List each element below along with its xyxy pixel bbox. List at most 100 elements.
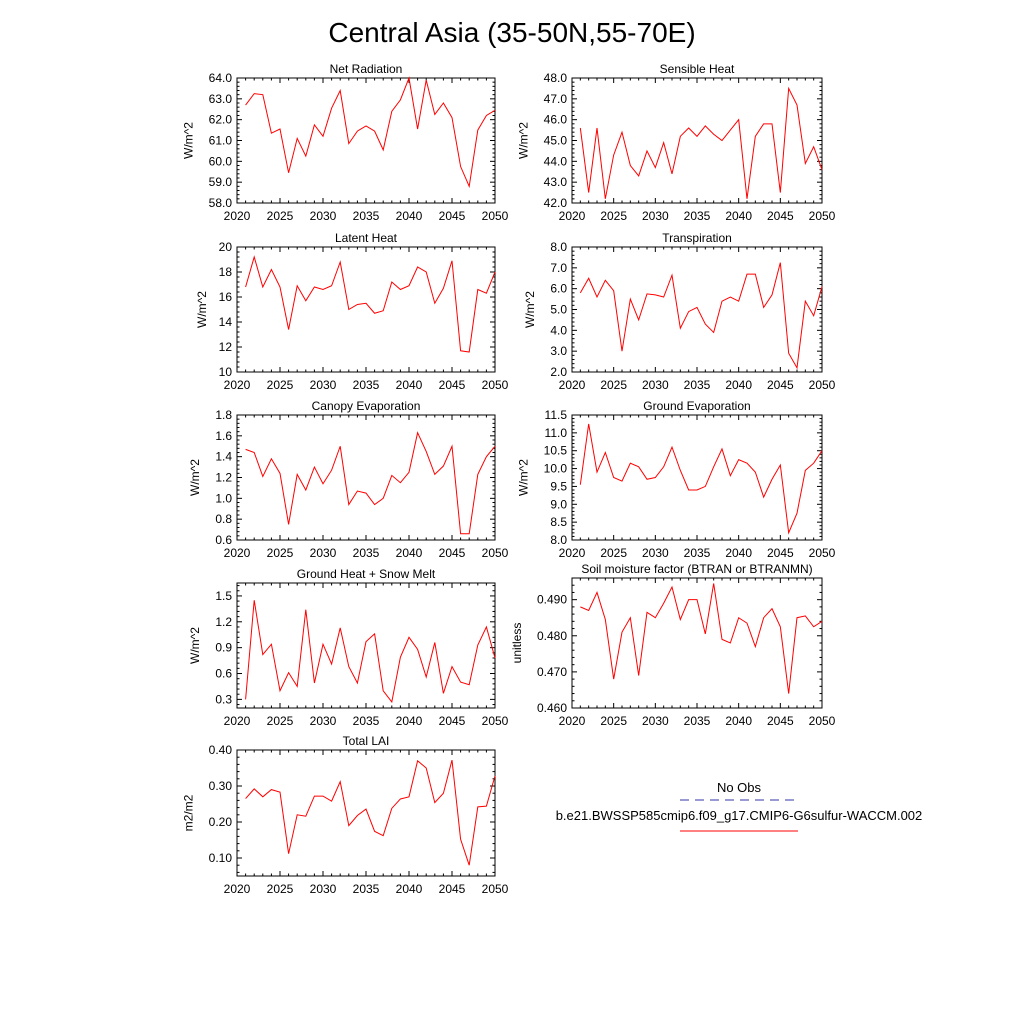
y-axis-label: unitless	[510, 623, 524, 664]
panel-soil-moisture-factor-btran-or-btranmn: Soil moisture factor (BTRAN or BTRANMN) 2…	[510, 562, 836, 728]
x-tick-label: 2030	[310, 714, 337, 728]
panel-transpiration: Transpiration 2020 2025 2030 2035 2040 2045 205…	[523, 231, 835, 392]
x-tick-label: 2025	[267, 882, 294, 896]
x-tick-label: 2020	[224, 546, 251, 560]
x-tick-label: 2025	[267, 714, 294, 728]
y-tick-label: 0.8	[215, 512, 232, 526]
y-tick-label: 45.0	[544, 134, 568, 148]
y-axis-label: W/m^2	[182, 122, 196, 159]
x-tick-label: 2020	[559, 714, 586, 728]
x-tick-label: 2025	[267, 546, 294, 560]
series-line	[579, 262, 823, 370]
panel-title: Canopy Evaporation	[312, 399, 421, 413]
panel-title: Latent Heat	[335, 231, 398, 245]
y-tick-label: 1.2	[215, 615, 232, 629]
x-tick-label: 2040	[725, 714, 752, 728]
x-tick-label: 2025	[600, 378, 627, 392]
figure-title: Central Asia (35-50N,55-70E)	[328, 17, 695, 48]
x-tick-label: 2025	[600, 714, 627, 728]
y-tick-label: 4.0	[550, 323, 567, 337]
y-tick-label: 0.6	[215, 667, 232, 681]
plot-frame	[236, 582, 496, 709]
x-tick-label: 2050	[482, 209, 509, 223]
x-tick-label: 2020	[559, 209, 586, 223]
y-tick-label: 12	[219, 340, 233, 354]
plot-frame	[236, 414, 496, 541]
y-tick-label: 1.5	[215, 589, 232, 603]
y-tick-label: 62.0	[209, 113, 233, 127]
y-tick-label: 14	[219, 315, 233, 329]
y-tick-label: 0.460	[537, 701, 567, 715]
y-tick-label: 8.0	[550, 533, 567, 547]
x-tick-label: 2020	[224, 882, 251, 896]
y-tick-label: 1.8	[215, 408, 232, 422]
y-tick-label: 1.6	[215, 429, 232, 443]
x-tick-label: 2045	[439, 714, 466, 728]
x-tick-label: 2040	[396, 714, 423, 728]
panel-title: Net Radiation	[330, 62, 403, 76]
x-tick-label: 2045	[439, 378, 466, 392]
y-axis-label: m2/m2	[182, 794, 196, 831]
x-tick-label: 2050	[482, 546, 509, 560]
y-tick-label: 20	[219, 240, 233, 254]
panel-latent-heat: Latent Heat 2020 2025 2030 2035 2040 2045 2050 1…	[195, 231, 509, 392]
x-tick-label: 2030	[642, 378, 669, 392]
y-tick-label: 0.3	[215, 692, 232, 706]
x-tick-label: 2035	[684, 546, 711, 560]
x-tick-label: 2050	[809, 378, 836, 392]
y-tick-label: 18	[219, 265, 233, 279]
y-tick-label: 1.4	[215, 450, 232, 464]
x-tick-label: 2030	[642, 209, 669, 223]
x-tick-label: 2050	[809, 714, 836, 728]
y-tick-label: 10	[219, 365, 233, 379]
y-tick-label: 0.40	[209, 743, 233, 757]
x-tick-label: 2040	[725, 209, 752, 223]
panel-ground-heat-snow-melt: Ground Heat + Snow Melt 2020 2025 2030 2035 2…	[188, 567, 508, 728]
y-tick-label: 58.0	[209, 196, 233, 210]
y-tick-label: 9.5	[550, 479, 567, 493]
series-line	[579, 423, 823, 535]
panel-title: Transpiration	[662, 231, 732, 245]
x-tick-label: 2040	[396, 882, 423, 896]
legend: No Obs b.e21.BWSSP585cmip6.f09_g17.CMIP6…	[556, 780, 922, 832]
x-tick-label: 2030	[642, 714, 669, 728]
x-tick-label: 2030	[310, 882, 337, 896]
x-tick-label: 2035	[684, 714, 711, 728]
y-tick-label: 9.0	[550, 497, 567, 511]
panel-title: Ground Evaporation	[643, 399, 750, 413]
plot-frame	[236, 749, 496, 877]
x-tick-label: 2035	[353, 882, 380, 896]
x-tick-label: 2040	[725, 546, 752, 560]
panel-title: Ground Heat + Snow Melt	[297, 567, 436, 581]
x-tick-label: 2030	[642, 546, 669, 560]
x-tick-label: 2045	[767, 714, 794, 728]
x-tick-label: 2020	[224, 209, 251, 223]
x-tick-label: 2035	[684, 209, 711, 223]
panel-sensible-heat: Sensible Heat 2020 2025 2030 2035 2040 2045 205…	[517, 62, 836, 223]
y-tick-label: 0.470	[537, 665, 567, 679]
y-tick-label: 0.490	[537, 593, 567, 607]
y-tick-label: 64.0	[209, 71, 233, 85]
y-tick-label: 42.0	[544, 196, 568, 210]
y-tick-label: 0.480	[537, 629, 567, 643]
x-tick-label: 2050	[809, 546, 836, 560]
x-tick-label: 2030	[310, 209, 337, 223]
series-line	[245, 759, 496, 866]
y-tick-label: 48.0	[544, 71, 568, 85]
panel-canopy-evaporation: Canopy Evaporation 2020 2025 2030 2035 2040 20…	[188, 399, 508, 560]
y-tick-label: 11.5	[545, 408, 568, 422]
x-tick-label: 2045	[767, 209, 794, 223]
y-tick-label: 59.0	[209, 175, 233, 189]
y-axis-label: W/m^2	[195, 291, 209, 328]
series-line	[245, 76, 496, 189]
y-tick-label: 16	[219, 290, 233, 304]
x-tick-label: 2025	[600, 209, 627, 223]
x-tick-label: 2035	[684, 378, 711, 392]
y-tick-label: 10.5	[544, 444, 568, 458]
y-tick-label: 1.2	[215, 471, 232, 485]
x-tick-label: 2020	[224, 378, 251, 392]
x-tick-label: 2035	[353, 209, 380, 223]
y-tick-label: 43.0	[544, 175, 568, 189]
series-line	[245, 255, 496, 353]
